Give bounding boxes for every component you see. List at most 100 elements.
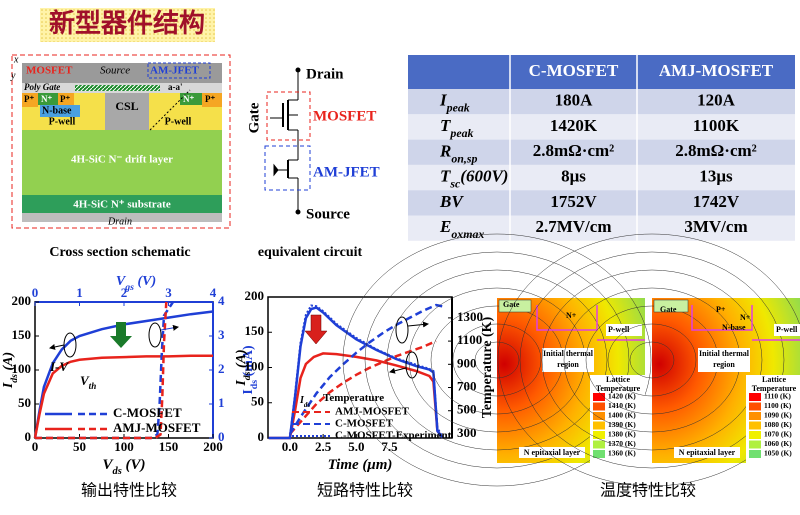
row-param-part: oxmax	[451, 227, 484, 241]
legend-label: 1420 (K)	[608, 392, 636, 401]
legend-title: Temperature	[596, 384, 641, 393]
legend-label: C-MOSFET-Experiment	[335, 430, 452, 442]
y-tick-label: 0	[258, 429, 265, 444]
region-label: N⁺	[183, 94, 194, 104]
annotation-arrow	[389, 367, 407, 374]
legend-label: 1110 (K)	[764, 392, 791, 401]
table-cell: 2.7MV/cm	[535, 217, 611, 236]
contour	[519, 251, 785, 469]
table-cell: 180A	[555, 91, 594, 110]
poly-gate-label: Poly Gate	[24, 82, 60, 92]
annotation: Ids	[299, 395, 310, 408]
y-axis-label: Ids (A)	[234, 349, 253, 386]
legend-swatch	[593, 431, 605, 439]
x-tick-label: 2.5	[315, 439, 332, 454]
legend-swatch	[593, 450, 605, 458]
contour	[607, 323, 697, 397]
y2-axis-label: Temperature (K)	[480, 316, 495, 418]
annotation-part: Temperature	[323, 392, 384, 404]
region-label: N+	[740, 313, 751, 322]
y-tick-label: 100	[12, 361, 32, 376]
row-param: Tsc(600V)	[440, 166, 508, 190]
y-tick-label: 150	[245, 323, 265, 338]
x-axis-label-part: (V)	[122, 457, 146, 473]
legend-swatch	[593, 440, 605, 449]
gate-label: Gate	[246, 102, 262, 133]
region-label: P-well	[165, 116, 192, 127]
table-cell: 1100K	[693, 116, 740, 135]
y-axis-label-part: ds	[242, 371, 253, 380]
x-axis-label-part: Time (μm)	[328, 457, 393, 473]
annotation-part: V	[80, 373, 90, 388]
region-label: P⁺	[24, 94, 34, 104]
y-tick-label: 100	[245, 358, 265, 373]
row-param: BV	[439, 192, 464, 211]
table-cell: 13μs	[699, 166, 733, 185]
legend-label: 1380 (K)	[608, 430, 636, 439]
legend-swatch	[593, 402, 605, 411]
region-text: region	[557, 360, 579, 369]
y2-tick-label: 1300	[457, 309, 483, 324]
x2-axis-label-part: (V)	[134, 274, 156, 289]
caption: 输出特性比较	[81, 482, 177, 500]
mosfet-label: MOSFET	[26, 65, 73, 77]
mosfet-label: MOSFET	[313, 108, 376, 124]
x2-axis-label-part: gs	[124, 282, 134, 293]
x2-tick-label: 4	[210, 285, 217, 300]
row-param: Tpeak	[440, 116, 474, 140]
series-line	[268, 304, 444, 439]
region-box	[698, 348, 750, 372]
gate-box	[653, 299, 689, 313]
y-tick-label: 200	[12, 293, 32, 308]
table-cell: 8μs	[561, 166, 586, 185]
table-cell: 2.8mΩ·cm²	[533, 141, 615, 160]
region-label: N⁺	[41, 94, 52, 104]
region-label: P⁺	[205, 94, 215, 104]
junction-outline	[536, 305, 598, 331]
annotation-arrow	[49, 344, 65, 350]
legend-label: 1370 (K)	[608, 439, 636, 448]
thermal: Gate N+ P-well Initial thermal region Lattice…	[342, 233, 800, 500]
circuit: Drain Gate MOSFET AM-JFET Source equival…	[246, 66, 379, 260]
contour	[452, 323, 542, 397]
y2-tick-label: 1	[218, 395, 225, 410]
row-param: Ron,sp	[439, 141, 478, 165]
y-tick-label: 200	[245, 288, 265, 303]
region-label: CSL	[115, 99, 138, 113]
arrow-icon	[304, 314, 328, 345]
legend-label: 1060 (K)	[764, 439, 792, 448]
table-cell: 1742V	[693, 192, 740, 211]
legend-swatch	[593, 412, 605, 420]
legend-swatch	[593, 421, 605, 430]
table-row	[408, 114, 795, 140]
region-label: N+	[566, 311, 577, 320]
region-text: Initial thermal	[543, 349, 594, 358]
drift-label: 4H-SiC N⁻ drift layer	[71, 154, 173, 166]
y-axis-label-part: I	[234, 380, 249, 387]
legend-label: 1090 (K)	[764, 411, 792, 420]
x-axis-label-part: V	[102, 457, 114, 473]
x2-tick-label: 1	[76, 285, 83, 300]
amjfet-label: AM-JFET	[150, 65, 200, 77]
table-row	[408, 215, 795, 241]
y2-axis-label: Ids (mA)	[241, 345, 260, 395]
legend-label: 1080 (K)	[764, 420, 792, 429]
drain-label: Drain	[306, 66, 344, 82]
contour	[474, 341, 520, 379]
x2-tick-label: 0	[32, 285, 39, 300]
caption: 温度特性比较	[600, 482, 696, 500]
caption: equivalent circuit	[258, 245, 363, 260]
header-row	[408, 55, 795, 89]
annotation: Vth	[80, 373, 96, 391]
axis-y-label: y	[10, 70, 16, 81]
row-param-part: sc	[449, 176, 461, 190]
annotation-arrow	[160, 324, 179, 331]
annotation-part: I-V	[49, 359, 69, 374]
y2-tick-label: 900	[457, 355, 477, 370]
contour	[541, 269, 763, 451]
table-row	[408, 190, 795, 216]
x-tick-label: 100	[114, 439, 134, 454]
bottom-box	[674, 447, 740, 458]
